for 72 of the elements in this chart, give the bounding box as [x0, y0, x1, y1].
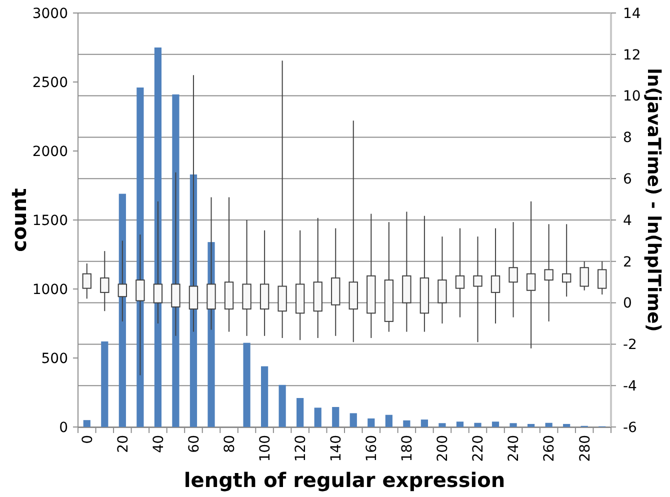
bar — [492, 422, 500, 427]
y2-tick-label: -6 — [623, 420, 638, 436]
candlestick — [490, 228, 500, 324]
x-tick-label: 80 — [222, 435, 238, 453]
y-tick-label: 1000 — [32, 282, 68, 298]
bar — [438, 423, 446, 427]
candlestick — [82, 262, 92, 300]
bar — [260, 366, 268, 427]
candlestick — [100, 250, 110, 312]
bar — [474, 422, 482, 427]
x-tick-label: 60 — [186, 435, 202, 453]
x-tick-label: 20 — [115, 435, 132, 453]
y-tick-label: 1500 — [32, 212, 68, 229]
y-tick-label: 2000 — [32, 144, 68, 160]
x-axis-title: length of regular expression — [184, 468, 506, 492]
y2-tick-label: 8 — [623, 130, 632, 146]
y2-tick-label: 2 — [623, 254, 632, 270]
y2-tick-label: 4 — [623, 212, 632, 229]
bar — [527, 424, 535, 427]
x-tick-label: 200 — [435, 435, 452, 462]
x-tick-label: 0 — [80, 435, 96, 444]
y2-axis-title: ln(javaTime) - ln(hplTime) — [643, 68, 664, 332]
candlestick — [544, 224, 554, 322]
bar — [456, 422, 464, 427]
bar — [83, 420, 90, 427]
candlestick — [580, 260, 589, 291]
bar — [101, 341, 108, 427]
y2-tick-label: 14 — [623, 6, 641, 22]
candlestick — [455, 228, 465, 318]
bar — [350, 413, 357, 427]
y2-tick-label: -2 — [623, 337, 637, 354]
y-tick-label: 0 — [59, 420, 68, 436]
x-tick-label: 280 — [577, 435, 594, 462]
bar — [563, 424, 570, 427]
y2-tick-label: 12 — [623, 47, 641, 64]
bar — [243, 342, 250, 427]
candlestick — [508, 222, 518, 318]
y-axis-title: count — [7, 188, 31, 252]
x-tick-label: 160 — [364, 435, 380, 462]
y2-tick-label: 6 — [623, 172, 632, 188]
y2-tick-label: 0 — [623, 296, 632, 312]
bar — [385, 414, 392, 427]
bar — [368, 418, 375, 427]
y2-tick-label: 10 — [623, 88, 641, 105]
bar — [296, 398, 304, 427]
candlestick — [153, 200, 163, 324]
candlestick — [598, 260, 607, 296]
x-tick-label: 120 — [292, 435, 309, 462]
x-tick-label: 180 — [400, 435, 416, 462]
x-tick-label: 240 — [506, 435, 522, 462]
bar — [332, 406, 340, 427]
x-tick-label: 100 — [257, 435, 274, 462]
x-tick-label: 140 — [328, 435, 345, 462]
candlestick — [473, 236, 482, 343]
bar — [314, 408, 322, 427]
bar — [510, 423, 517, 427]
candlestick — [526, 200, 536, 349]
x-tick-label: 40 — [150, 435, 167, 453]
candlestick — [278, 60, 287, 338]
bar — [403, 420, 410, 427]
bar — [154, 48, 162, 427]
y2-tick-label: -4 — [623, 378, 638, 394]
x-tick-label: 260 — [542, 435, 558, 462]
y-tick-label: 2500 — [32, 74, 68, 91]
candlestick — [562, 224, 572, 298]
x-tick-label: 220 — [470, 435, 487, 462]
bar — [420, 420, 428, 427]
y-tick-label: 500 — [41, 350, 68, 367]
bar — [545, 422, 552, 427]
bar — [278, 384, 286, 427]
candlestick — [438, 236, 447, 324]
y-tick-label: 3000 — [32, 6, 68, 22]
